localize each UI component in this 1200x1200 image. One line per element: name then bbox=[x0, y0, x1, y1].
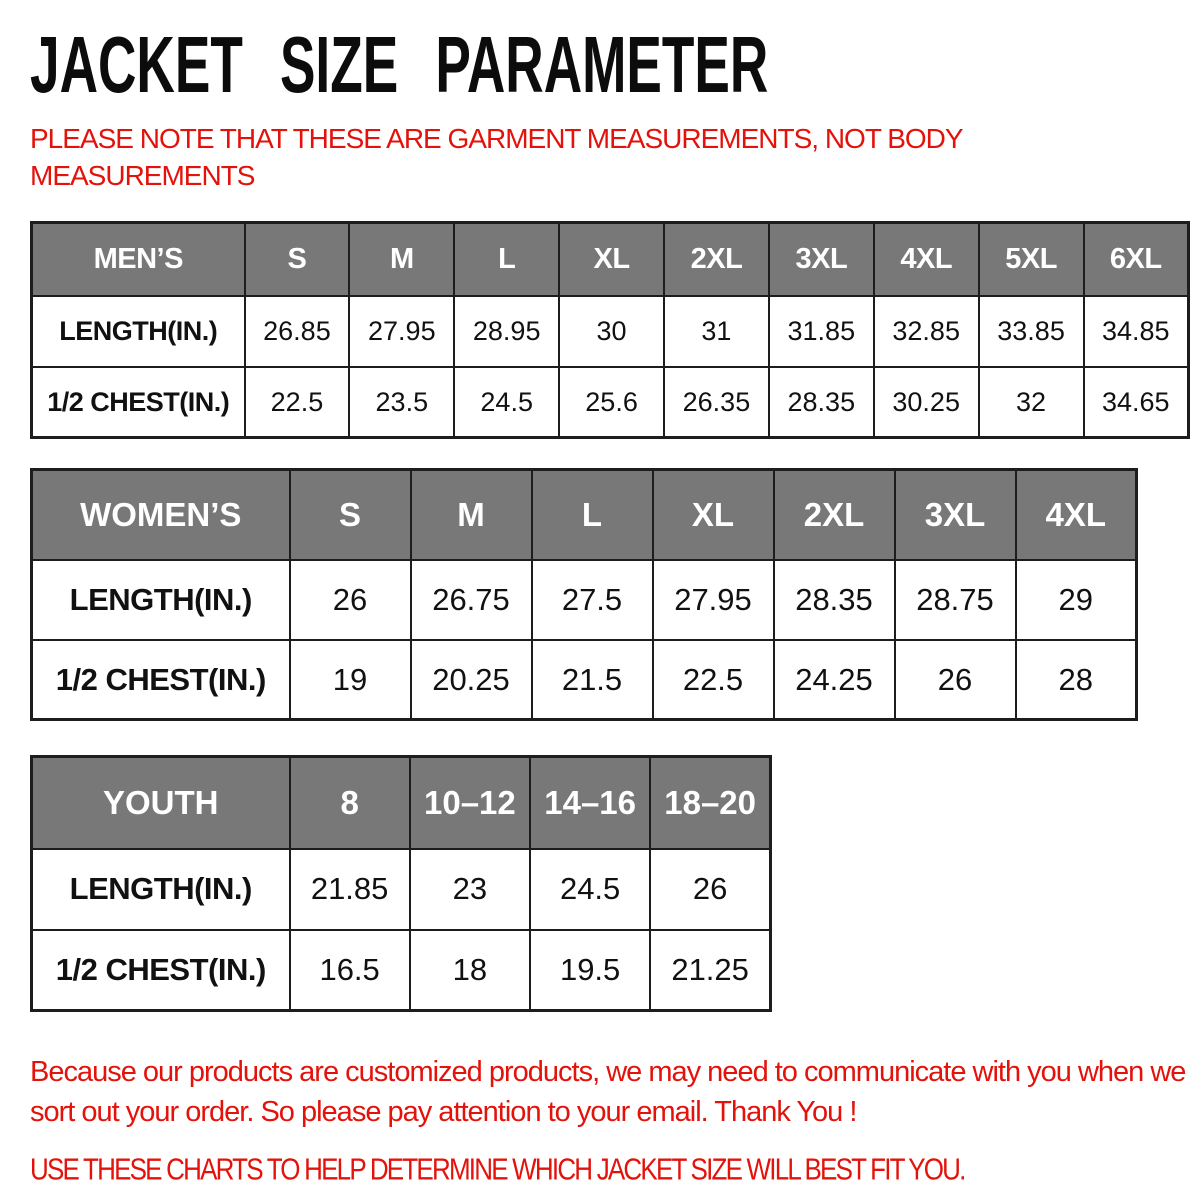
row-label-cell: 1/2 CHEST(IN.) bbox=[30, 365, 246, 439]
measurement-value-cell: 26.35 bbox=[663, 365, 770, 439]
measurement-row: 1/2 CHEST(IN.) 22.5 23.5 24.5 25.6 26.35 28.35… bbox=[30, 365, 1190, 439]
measurement-row: LENGTH(IN.) 21.85 23 24.5 26 bbox=[30, 847, 772, 931]
measurement-value-cell: 26 bbox=[288, 558, 412, 641]
size-header-cell: 3XL bbox=[893, 468, 1017, 561]
size-header-cell: 10–12 bbox=[408, 755, 532, 850]
measurement-value-cell: 29 bbox=[1014, 558, 1138, 641]
size-header-cell: 4XL bbox=[872, 221, 980, 297]
measurement-value-cell: 33.85 bbox=[977, 294, 1085, 368]
size-header-cell: M bbox=[409, 468, 533, 561]
size-header-cell: M bbox=[348, 221, 456, 297]
measurement-row: 1/2 CHEST(IN.) 19 20.25 21.5 22.5 24.25 26 28 bbox=[30, 638, 1138, 721]
measurement-value-cell: 26.75 bbox=[409, 558, 533, 641]
measurement-value-cell: 24.25 bbox=[772, 638, 896, 721]
measurement-value-cell: 20.25 bbox=[409, 638, 533, 721]
measurement-value-cell: 16.5 bbox=[288, 928, 411, 1012]
measurement-value-cell: 27.5 bbox=[530, 558, 654, 641]
size-header-cell: L bbox=[530, 468, 654, 561]
measurement-row: 1/2 CHEST(IN.) 16.5 18 19.5 21.25 bbox=[30, 928, 772, 1012]
size-header-cell: XL bbox=[651, 468, 775, 561]
measurement-value-cell: 31 bbox=[663, 294, 770, 368]
size-header-cell: S bbox=[288, 468, 412, 561]
row-label-cell: LENGTH(IN.) bbox=[30, 558, 291, 641]
measurement-value-cell: 19 bbox=[288, 638, 412, 721]
size-header-row: WOMEN’S S M L XL 2XL 3XL 4XL bbox=[30, 468, 1138, 561]
table-title-cell: MEN’S bbox=[30, 221, 246, 297]
page-title: JACKET SIZE PARAMETER bbox=[30, 20, 769, 110]
measurement-value-cell: 22.5 bbox=[651, 638, 775, 721]
table-title-cell: WOMEN’S bbox=[30, 468, 291, 561]
measurement-value-cell: 34.85 bbox=[1082, 294, 1190, 368]
size-header-cell: L bbox=[453, 221, 561, 297]
measurement-value-cell: 28.75 bbox=[893, 558, 1017, 641]
measurement-value-cell: 25.6 bbox=[558, 365, 665, 439]
measurement-value-cell: 32 bbox=[977, 365, 1085, 439]
garment-measurement-note: PLEASE NOTE THAT THESE ARE GARMENT MEASU… bbox=[30, 123, 963, 192]
table-title-cell: YOUTH bbox=[30, 755, 291, 850]
measurement-value-cell: 31.85 bbox=[767, 294, 875, 368]
size-header-cell: XL bbox=[558, 221, 665, 297]
measurement-value-cell: 24.5 bbox=[453, 365, 561, 439]
chart-usage-instruction: USE THESE CHARTS TO HELP DETERMINE WHICH… bbox=[30, 1150, 966, 1186]
measurement-row: LENGTH(IN.) 26.85 27.95 28.95 30 31 31.85 32.85… bbox=[30, 294, 1190, 368]
measurement-value-cell: 26.85 bbox=[243, 294, 351, 368]
measurement-value-cell: 27.95 bbox=[348, 294, 456, 368]
customization-notice: Because our products are customized prod… bbox=[30, 1056, 1186, 1129]
size-header-cell: 8 bbox=[288, 755, 411, 850]
size-header-cell: 4XL bbox=[1014, 468, 1138, 561]
measurement-row: LENGTH(IN.) 26 26.75 27.5 27.95 28.35 28.75 29 bbox=[30, 558, 1138, 641]
measurement-value-cell: 30.25 bbox=[872, 365, 980, 439]
measurement-value-cell: 21.85 bbox=[288, 847, 411, 931]
size-header-cell: 2XL bbox=[772, 468, 896, 561]
measurement-value-cell: 26 bbox=[893, 638, 1017, 721]
size-header-row: MEN’S S M L XL 2XL 3XL 4XL 5XL 6XL bbox=[30, 221, 1190, 297]
measurement-value-cell: 28.35 bbox=[772, 558, 896, 641]
measurement-value-cell: 23.5 bbox=[348, 365, 456, 439]
measurement-value-cell: 28.95 bbox=[453, 294, 561, 368]
measurement-value-cell: 28 bbox=[1014, 638, 1138, 721]
mens-size-table: MEN’S S M L XL 2XL 3XL 4XL 5XL 6XL LENGTH(IN.) 26.8… bbox=[30, 221, 1190, 440]
measurement-value-cell: 30 bbox=[558, 294, 665, 368]
youth-size-table: YOUTH 8 10–12 14–16 18–20 LENGTH(IN.) 21.85 23 2… bbox=[30, 755, 772, 1013]
size-header-cell: S bbox=[243, 221, 351, 297]
womens-size-table: WOMEN’S S M L XL 2XL 3XL 4XL LENGTH(IN.) 26 26.75 2… bbox=[30, 468, 1138, 722]
row-label-cell: 1/2 CHEST(IN.) bbox=[30, 638, 291, 721]
size-header-cell: 6XL bbox=[1082, 221, 1190, 297]
row-label-cell: LENGTH(IN.) bbox=[30, 294, 246, 368]
size-header-cell: 5XL bbox=[977, 221, 1085, 297]
size-header-cell: 14–16 bbox=[528, 755, 652, 850]
measurement-value-cell: 19.5 bbox=[528, 928, 652, 1012]
size-header-cell: 18–20 bbox=[649, 755, 772, 850]
size-header-cell: 2XL bbox=[663, 221, 770, 297]
row-label-cell: 1/2 CHEST(IN.) bbox=[30, 928, 291, 1012]
measurement-value-cell: 26 bbox=[649, 847, 772, 931]
measurement-value-cell: 32.85 bbox=[872, 294, 980, 368]
measurement-value-cell: 18 bbox=[408, 928, 532, 1012]
size-header-cell: 3XL bbox=[767, 221, 875, 297]
measurement-value-cell: 21.25 bbox=[649, 928, 772, 1012]
row-label-cell: LENGTH(IN.) bbox=[30, 847, 291, 931]
measurement-value-cell: 24.5 bbox=[528, 847, 652, 931]
measurement-value-cell: 34.65 bbox=[1082, 365, 1190, 439]
measurement-value-cell: 23 bbox=[408, 847, 532, 931]
measurement-value-cell: 28.35 bbox=[767, 365, 875, 439]
measurement-value-cell: 27.95 bbox=[651, 558, 775, 641]
size-header-row: YOUTH 8 10–12 14–16 18–20 bbox=[30, 755, 772, 850]
measurement-value-cell: 21.5 bbox=[530, 638, 654, 721]
measurement-value-cell: 22.5 bbox=[243, 365, 351, 439]
